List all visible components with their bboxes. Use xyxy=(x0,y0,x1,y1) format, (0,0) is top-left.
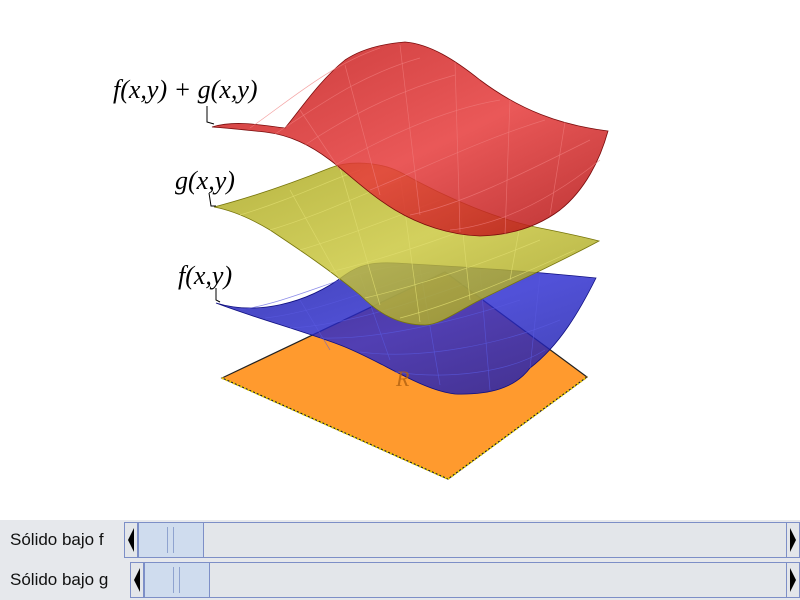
slider-row-g: Sólido bajo g xyxy=(0,560,800,600)
f-label: f(x,y) xyxy=(178,261,232,290)
slider-f-thumb[interactable] xyxy=(138,523,204,557)
slider-f-label: Sólido bajo f xyxy=(10,530,104,549)
slider-g-left-arrow-icon[interactable] xyxy=(131,563,144,597)
slider-f-track[interactable] xyxy=(124,522,800,558)
slider-f-right-arrow-icon[interactable] xyxy=(786,523,799,557)
f-plus-g-surface-grid xyxy=(249,44,601,236)
g-label: g(x,y) xyxy=(175,166,235,195)
f-surface-grid xyxy=(239,265,561,391)
slider-f-left-arrow-icon[interactable] xyxy=(125,523,138,557)
f-leader xyxy=(215,288,221,303)
slider-g-label: Sólido bajo g xyxy=(10,570,109,589)
slider-row-f: Sólido bajo f xyxy=(0,520,800,560)
slider-g-track[interactable] xyxy=(130,562,800,598)
region-label: R xyxy=(395,366,410,391)
region-edge-highlight-2 xyxy=(447,376,588,480)
slider-g-thumb[interactable] xyxy=(144,563,210,597)
region-edge-highlight xyxy=(221,377,449,480)
slider-g-right-arrow-icon[interactable] xyxy=(786,563,799,597)
slider-f-grip-icon xyxy=(167,527,174,553)
slider-g-grip-icon xyxy=(173,567,180,593)
g-leader xyxy=(208,192,216,207)
surfaces-diagram: f(x,y) + g(x,y) g(x,y) f(x,y) R xyxy=(113,41,609,480)
f-plus-g-surface xyxy=(211,41,609,237)
slider-panel: Sólido bajo f Sólido bajo g xyxy=(0,520,800,600)
f-plus-g-label: f(x,y) + g(x,y) xyxy=(113,75,258,104)
f-plus-g-leader xyxy=(206,106,215,125)
